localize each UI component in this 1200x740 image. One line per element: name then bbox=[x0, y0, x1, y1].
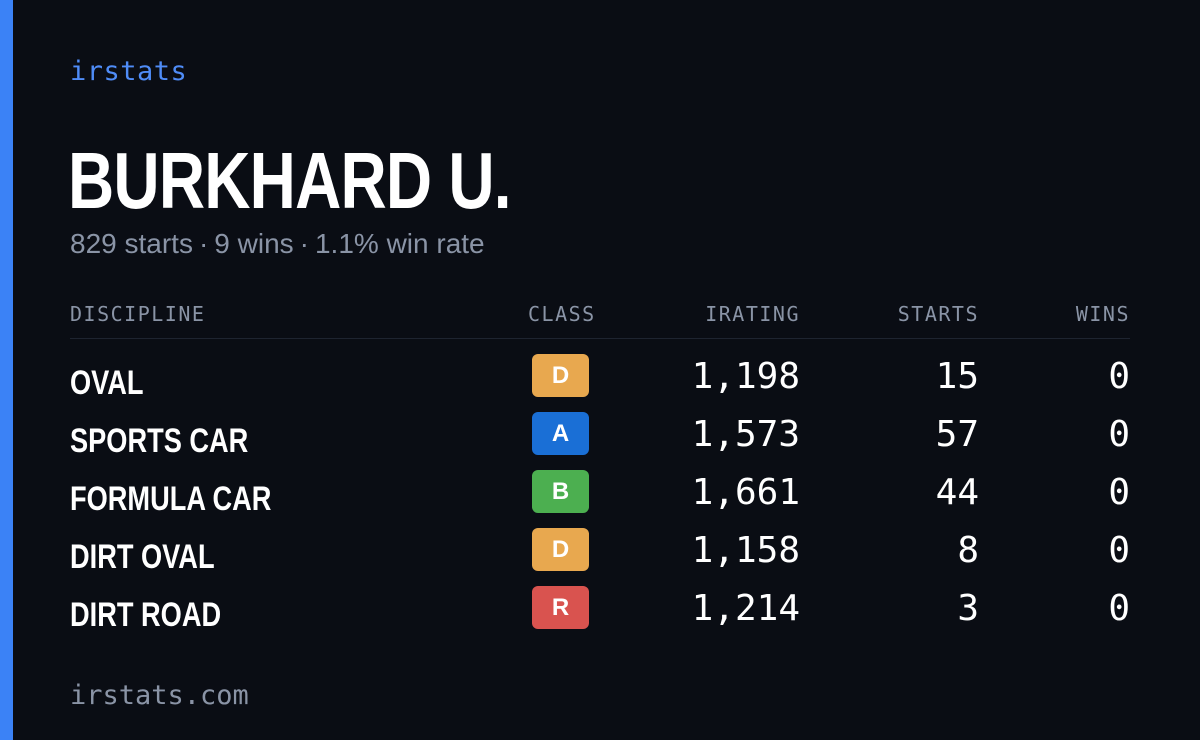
wins-value: 0 bbox=[1108, 530, 1130, 571]
starts-value: 15 bbox=[935, 356, 979, 397]
win-rate: 1.1% win rate bbox=[314, 228, 485, 259]
class-badge: D bbox=[532, 354, 589, 397]
starts-value: 57 bbox=[935, 414, 979, 455]
table-body: OVAL D 1,198 15 0 SPORTS CAR A 1,573 57 … bbox=[70, 352, 1130, 642]
table-row: DIRT OVAL D 1,158 8 0 bbox=[70, 526, 1130, 584]
wins-value: 0 bbox=[1108, 414, 1130, 455]
starts-count: 829 starts bbox=[70, 228, 193, 259]
wins-value: 0 bbox=[1108, 472, 1130, 513]
class-badge: D bbox=[532, 528, 589, 571]
column-header-starts: STARTS bbox=[897, 302, 979, 326]
starts-value: 44 bbox=[935, 472, 979, 513]
irating-value: 1,573 bbox=[691, 414, 800, 455]
class-badge: B bbox=[532, 470, 589, 513]
wins-value: 0 bbox=[1108, 356, 1130, 397]
class-badge: R bbox=[532, 586, 589, 629]
separator: · bbox=[299, 228, 309, 259]
class-badge: A bbox=[532, 412, 589, 455]
starts-value: 3 bbox=[957, 588, 979, 629]
column-header-discipline: DISCIPLINE bbox=[70, 302, 206, 326]
wins-value: 0 bbox=[1108, 588, 1130, 629]
wins-count: 9 wins bbox=[214, 228, 294, 259]
brand-logo: irstats bbox=[70, 56, 188, 87]
starts-value: 8 bbox=[957, 530, 979, 571]
irating-value: 1,198 bbox=[691, 356, 800, 397]
driver-name: BURKHARD U. bbox=[68, 136, 512, 225]
discipline-name: OVAL bbox=[70, 364, 144, 402]
discipline-name: FORMULA CAR bbox=[70, 480, 272, 518]
table-row: SPORTS CAR A 1,573 57 0 bbox=[70, 410, 1130, 468]
accent-bar bbox=[0, 0, 13, 740]
discipline-name: DIRT OVAL bbox=[70, 538, 215, 576]
table-row: FORMULA CAR B 1,661 44 0 bbox=[70, 468, 1130, 526]
footer-url: irstats.com bbox=[70, 680, 249, 711]
irating-value: 1,661 bbox=[691, 472, 800, 513]
table-row: DIRT ROAD R 1,214 3 0 bbox=[70, 584, 1130, 642]
column-header-class: CLASS bbox=[528, 302, 596, 326]
table-header: DISCIPLINE CLASS IRATING STARTS WINS bbox=[70, 300, 1130, 339]
column-header-wins: WINS bbox=[1075, 302, 1130, 326]
discipline-name: SPORTS CAR bbox=[70, 422, 249, 460]
table-row: OVAL D 1,198 15 0 bbox=[70, 352, 1130, 410]
irating-value: 1,158 bbox=[691, 530, 800, 571]
column-header-irating: IRATING bbox=[705, 302, 800, 326]
discipline-name: DIRT ROAD bbox=[70, 596, 222, 634]
separator: · bbox=[198, 228, 209, 259]
irating-value: 1,214 bbox=[691, 588, 800, 629]
driver-summary: 829 starts · 9 wins · 1.1% win rate bbox=[70, 228, 485, 260]
